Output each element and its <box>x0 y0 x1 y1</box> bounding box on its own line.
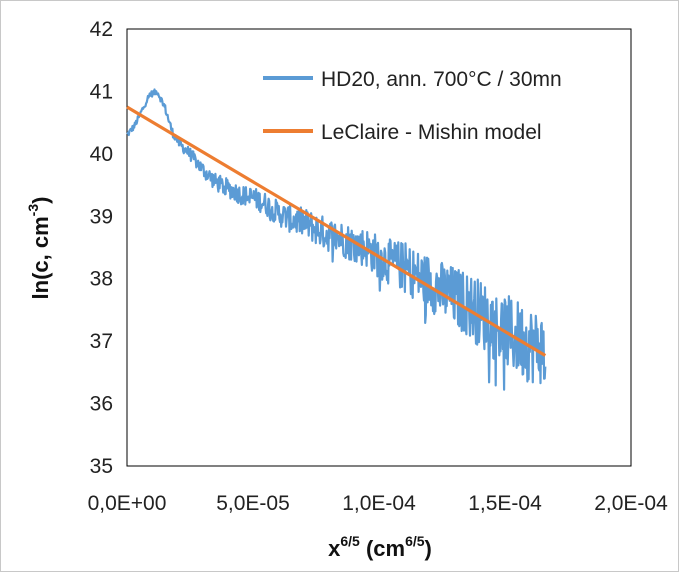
x-tick-label: 5,0E-05 <box>216 492 290 515</box>
y-tick-label: 36 <box>90 393 113 416</box>
x-tick-label: 1,5E-04 <box>468 492 542 515</box>
y-axis-title: ln(c, cm-3) <box>25 197 53 300</box>
plot-area <box>126 28 632 467</box>
y-tick-label: 39 <box>90 205 113 228</box>
series-line-0 <box>126 88 547 391</box>
y-axis-ticks: 35 36 37 38 39 40 41 42 <box>90 18 113 478</box>
legend: HD20, ann. 700°C / 30mn LeClaire - Mishi… <box>263 68 562 144</box>
y-tick-label: 40 <box>90 143 113 166</box>
y-tick-label: 41 <box>90 80 113 103</box>
x-tick-label: 0,0E+00 <box>88 492 167 515</box>
x-axis-ticks: 0,0E+00 5,0E-05 1,0E-04 1,5E-04 2,0E-04 <box>88 492 669 515</box>
series-layer <box>126 88 547 391</box>
y-tick-label: 42 <box>90 18 113 41</box>
y-tick-label: 37 <box>90 330 113 353</box>
x-tick-label: 1,0E-04 <box>342 492 416 515</box>
series-line-1 <box>126 105 547 357</box>
y-tick-label: 35 <box>90 455 113 478</box>
x-tick-label: 2,0E-04 <box>594 492 668 515</box>
legend-label-model: LeClaire - Mishin model <box>321 121 542 144</box>
legend-label-measured: HD20, ann. 700°C / 30mn <box>321 68 562 91</box>
y-tick-label: 38 <box>90 268 113 291</box>
x-axis-title: x6/5 (cm6/5) <box>328 533 432 561</box>
